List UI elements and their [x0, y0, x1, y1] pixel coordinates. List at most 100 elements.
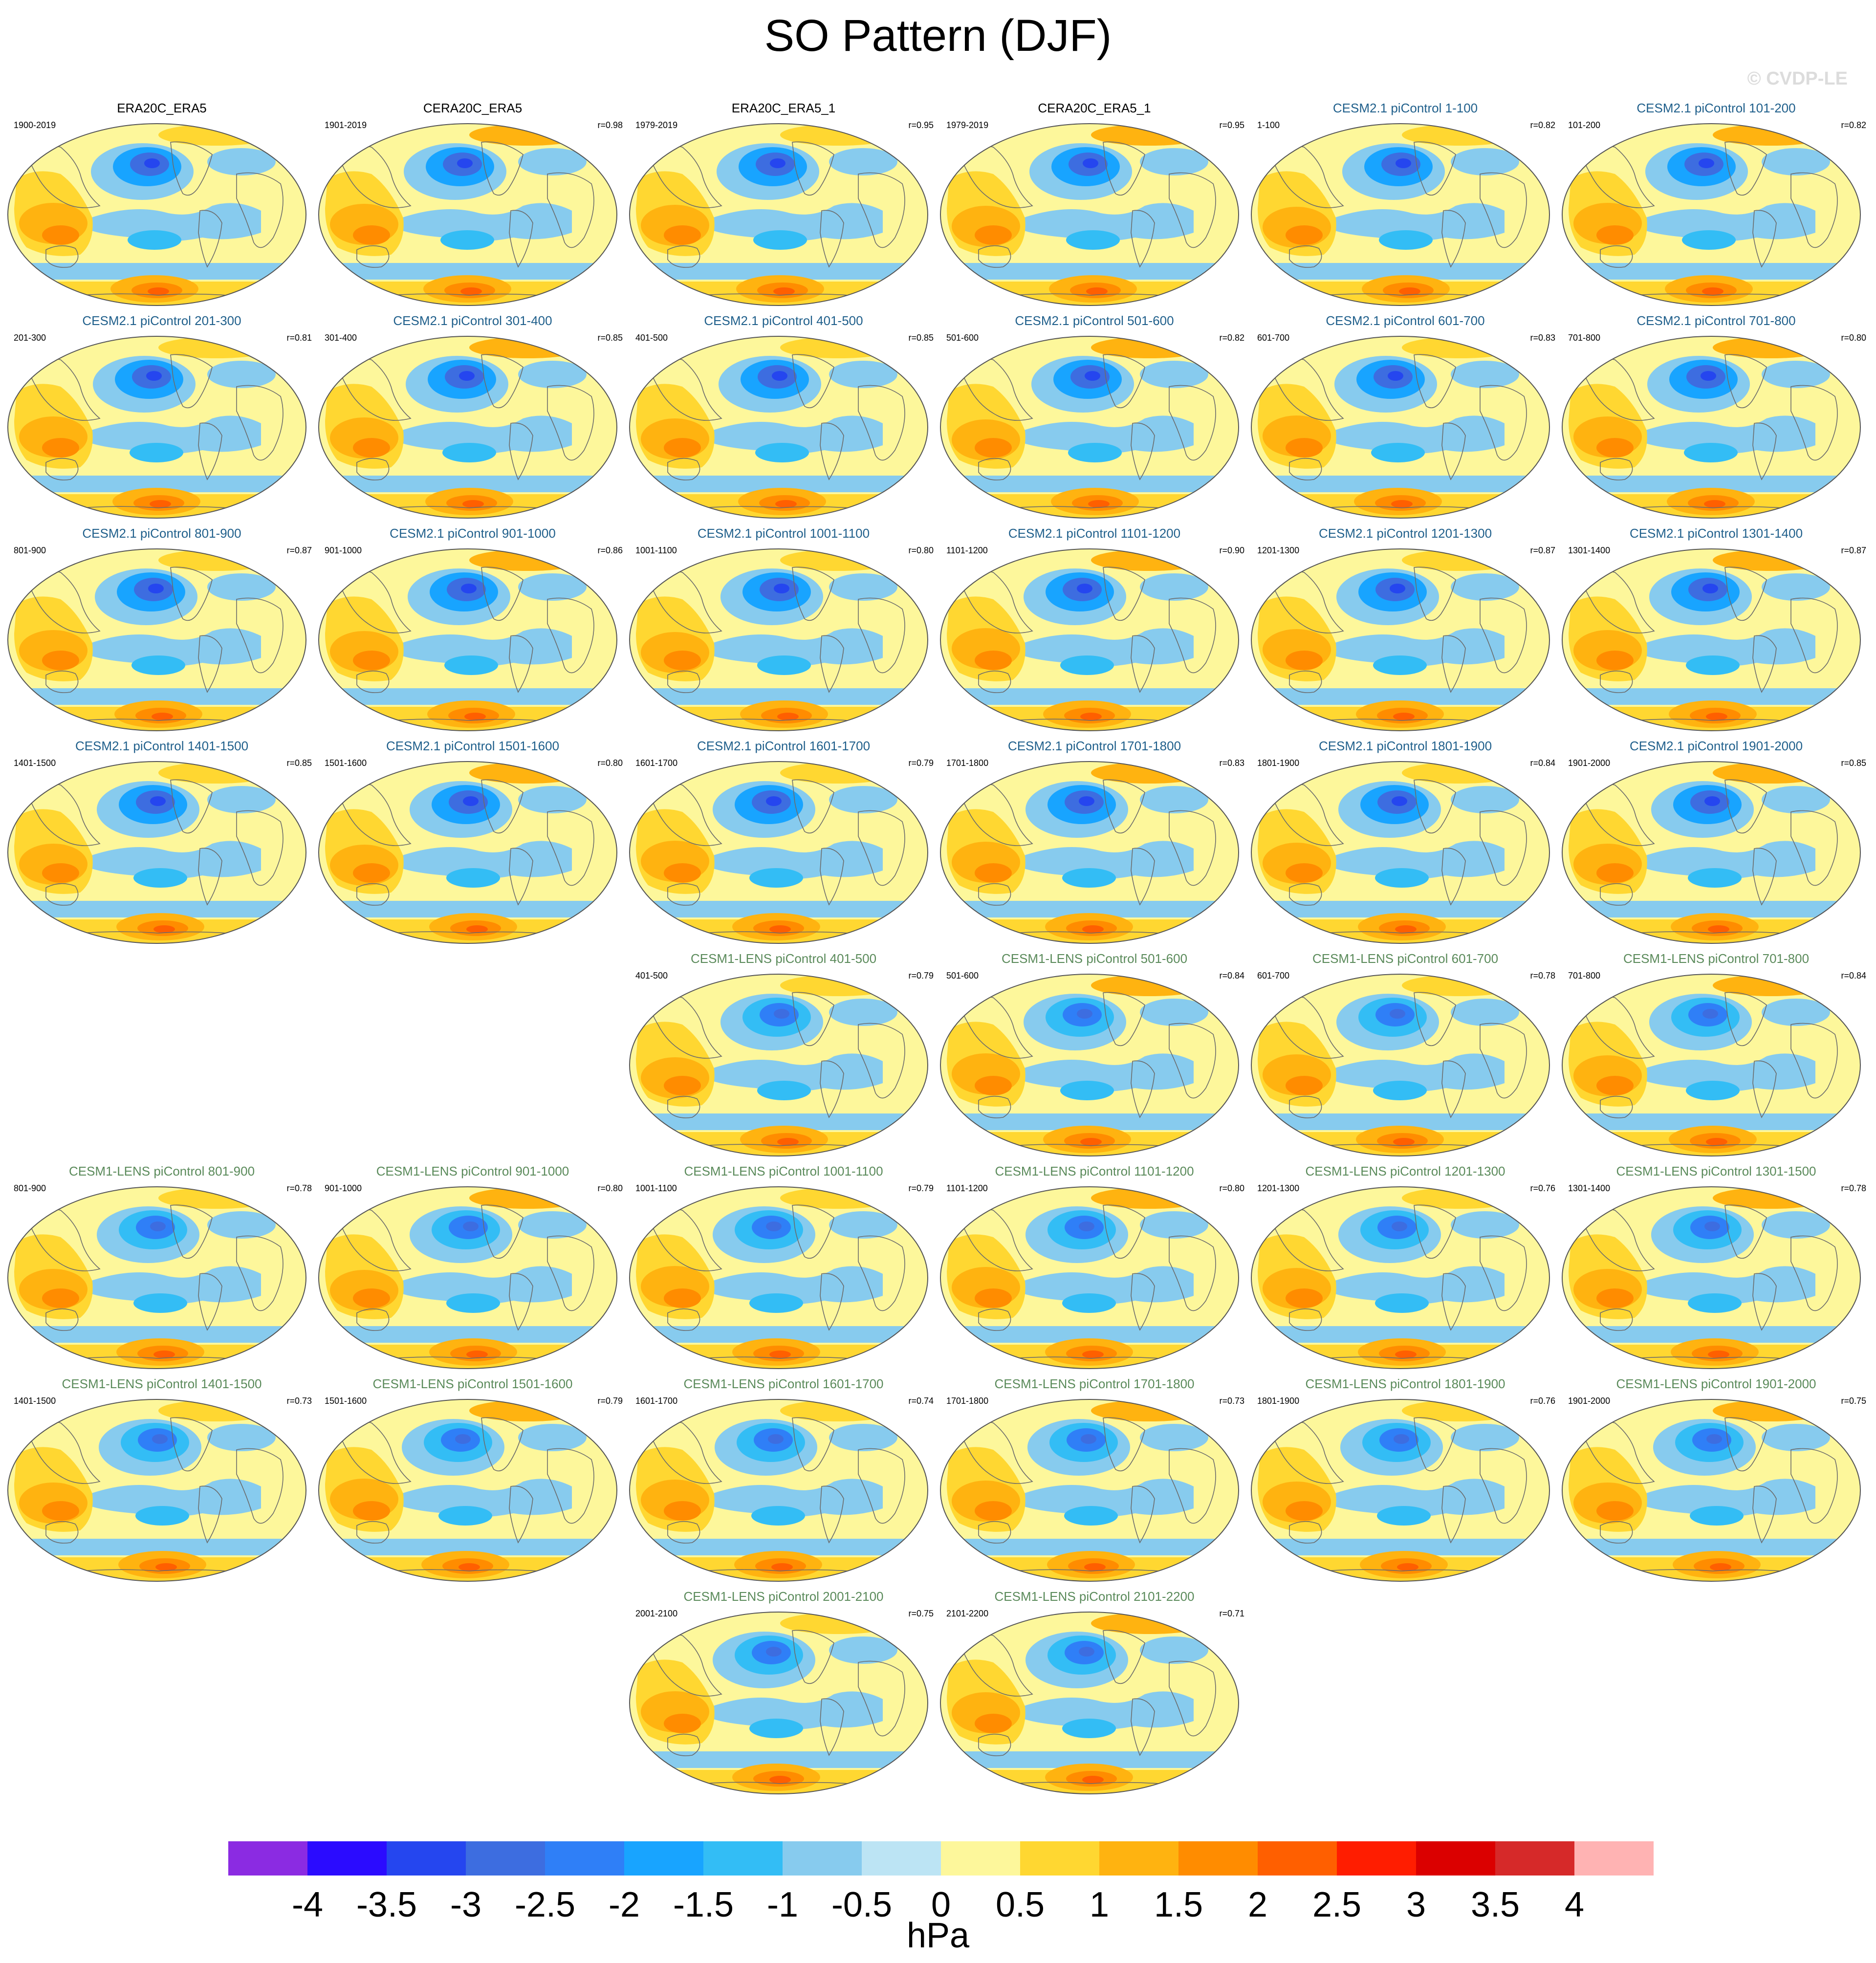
panel-correlation: r=0.98: [597, 120, 623, 130]
pattern-map: [1251, 761, 1550, 944]
north-atlantic-negative: [207, 1424, 276, 1451]
australia-outline: [667, 883, 700, 906]
southern-positive-core: [466, 925, 488, 933]
map-border: [940, 336, 1239, 519]
panel-title: CESM2.1 piControl 1801-1900: [1318, 739, 1492, 753]
north-pacific-negative-center: [1077, 584, 1092, 593]
south-america-outline: [820, 1698, 844, 1756]
panel-title: CESM1-LENS piControl 701-800: [1623, 951, 1810, 966]
southern-positive-core: [458, 1563, 480, 1571]
panel-correlation: r=0.73: [286, 1396, 312, 1406]
panel-title: ERA20C_ERA5: [117, 101, 207, 115]
tropical-negative-region: [1644, 203, 1815, 241]
arctic-positive: [469, 124, 587, 146]
panel-period: 1001-1100: [635, 1183, 677, 1193]
tropical-negative-region: [1333, 415, 1505, 454]
panel-title: CESM2.1 piControl 1-100: [1332, 101, 1478, 115]
panel-title: CESM1-LENS piControl 1101-1200: [995, 1164, 1194, 1178]
pattern-map: [940, 1186, 1239, 1369]
panel-title: CESM2.1 piControl 1501-1600: [386, 739, 560, 753]
subtropical-negative-blob: [1068, 443, 1122, 462]
africa-outline: [1169, 385, 1216, 461]
south-america-outline: [509, 210, 533, 268]
asia-outline: [26, 1420, 101, 1484]
panel-period: 1501-1600: [325, 758, 367, 768]
map-panel: CESM1-LENS piControl 901-1000 901-1000 r=0…: [318, 1164, 628, 1376]
asia-outline: [337, 357, 412, 421]
panel-correlation: r=0.87: [1530, 545, 1555, 555]
south-america-outline: [820, 1485, 844, 1544]
north-pacific-negative-center: [150, 796, 166, 806]
map-panel: ERA20C_ERA5 1900-2019: [7, 101, 317, 313]
southern-positive-core: [1710, 1563, 1731, 1571]
pattern-map: [629, 548, 928, 731]
south-america-outline: [1441, 210, 1466, 268]
pattern-map: [1251, 336, 1550, 519]
map-border: [1251, 1186, 1550, 1369]
panel-title: CESM2.1 piControl 1101-1200: [1008, 526, 1181, 541]
africa-outline: [1480, 172, 1527, 248]
panel-title: CESM2.1 piControl 501-600: [1015, 313, 1174, 328]
asia-outline: [648, 783, 722, 846]
australia-outline: [356, 245, 390, 268]
panel-period: 1701-1800: [946, 758, 989, 768]
map-border: [7, 1399, 306, 1582]
panel-title: CESM2.1 piControl 201-300: [82, 313, 241, 328]
panel-correlation: r=0.83: [1530, 333, 1555, 343]
subtropical-negative-blob: [1682, 230, 1736, 250]
colorbar-swatch: [1337, 1841, 1416, 1876]
asia-outline: [1580, 357, 1655, 421]
north-america-outline: [1103, 1630, 1145, 1684]
maritime-continent-max: [1286, 863, 1323, 883]
asia-outline: [1580, 995, 1655, 1059]
asia-outline: [648, 1208, 722, 1271]
southern-positive-core: [777, 1138, 799, 1146]
australia-outline: [45, 883, 79, 906]
tropical-negative-region: [1333, 1266, 1505, 1305]
arctic-positive: [1402, 337, 1519, 358]
arctic-positive: [1091, 124, 1208, 146]
panel-correlation: r=0.82: [1219, 333, 1244, 343]
subtropical-negative-blob: [133, 1293, 187, 1313]
africa-outline: [1790, 1448, 1838, 1524]
africa-outline: [547, 597, 594, 674]
southern-positive-core: [1393, 713, 1415, 720]
maritime-continent-max: [975, 863, 1012, 883]
africa-outline: [1790, 810, 1838, 886]
panel-period: 801-900: [14, 545, 46, 555]
north-atlantic-negative: [1451, 1211, 1519, 1239]
panel-title: CESM2.1 piControl 1301-1400: [1629, 526, 1803, 541]
north-atlantic-negative: [1762, 1424, 1830, 1451]
map-border: [7, 548, 306, 731]
north-america-outline: [481, 354, 524, 409]
south-america-outline: [1441, 1060, 1466, 1118]
map-border: [318, 123, 617, 306]
australia-outline: [667, 1521, 700, 1544]
south-america-outline: [509, 635, 533, 693]
map-panel: CESM2.1 piControl 601-700 601-700 r=0.83: [1250, 313, 1560, 525]
pattern-map: [940, 1612, 1239, 1794]
pattern-map: [1251, 1399, 1550, 1582]
subtropical-negative-blob: [1686, 655, 1740, 675]
north-atlantic-negative: [1762, 361, 1830, 388]
north-pacific-negative-center: [1081, 1434, 1096, 1444]
panel-correlation: r=0.87: [286, 545, 312, 555]
asia-outline: [1580, 145, 1655, 208]
australia-outline: [356, 1308, 390, 1331]
subtropical-negative-blob: [749, 1293, 803, 1313]
colorbar-tick-label: -4: [291, 1885, 324, 1924]
north-america-outline: [1414, 1417, 1456, 1472]
north-america-outline: [481, 567, 524, 621]
tropical-negative-region: [1644, 628, 1815, 667]
maritime-continent-max: [664, 1714, 701, 1733]
north-america-outline: [1414, 354, 1456, 409]
africa-outline: [1169, 172, 1216, 248]
north-atlantic-negative: [829, 999, 897, 1026]
subtropical-negative-blob: [1060, 655, 1114, 675]
north-america-outline: [792, 1630, 834, 1684]
subtropical-negative-blob: [133, 868, 187, 888]
australia-outline: [1289, 1521, 1322, 1544]
north-atlantic-negative: [1140, 148, 1208, 175]
south-america-outline: [820, 210, 844, 268]
panel-title: CESM1-LENS piControl 1001-1100: [684, 1164, 883, 1178]
